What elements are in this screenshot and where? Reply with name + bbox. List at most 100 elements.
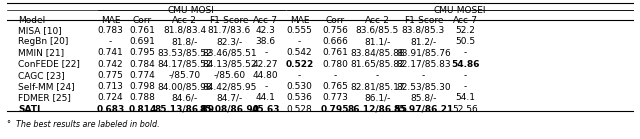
- Text: -: -: [333, 71, 337, 80]
- Text: Model: Model: [18, 16, 45, 25]
- Text: 50.5: 50.5: [456, 37, 476, 46]
- Text: 0.555: 0.555: [287, 26, 312, 35]
- Text: 0.536: 0.536: [287, 93, 312, 102]
- Text: F1-Score: F1-Score: [404, 16, 444, 25]
- Text: 0.724: 0.724: [98, 93, 124, 102]
- Text: 0.713: 0.713: [97, 82, 124, 91]
- Text: SATI: SATI: [18, 105, 40, 114]
- Text: 0.528: 0.528: [287, 105, 312, 114]
- Text: 84.42/85.95: 84.42/85.95: [202, 82, 257, 91]
- Text: 83.91/85.76: 83.91/85.76: [396, 48, 451, 57]
- Text: 0.761: 0.761: [129, 26, 156, 35]
- Text: Corr: Corr: [326, 16, 345, 25]
- Text: 0.761: 0.761: [323, 48, 348, 57]
- Text: 81.65/85.82: 81.65/85.82: [350, 60, 404, 69]
- Text: 86.12/86.55: 86.12/86.55: [348, 105, 408, 114]
- Text: 54.86: 54.86: [451, 60, 480, 69]
- Text: 83.84/85.88: 83.84/85.88: [350, 48, 404, 57]
- Text: 84.13/85.52: 84.13/85.52: [202, 60, 257, 69]
- Text: 84.00/85.98: 84.00/85.98: [157, 82, 212, 91]
- Text: -: -: [264, 48, 268, 57]
- Text: 0.765: 0.765: [323, 82, 348, 91]
- Text: 84.7/-: 84.7/-: [216, 93, 243, 102]
- Text: -/85.70: -/85.70: [168, 71, 201, 80]
- Text: 81.8/-: 81.8/-: [172, 37, 198, 46]
- Text: -: -: [464, 48, 467, 57]
- Text: Acc-7: Acc-7: [453, 16, 478, 25]
- Text: 38.6: 38.6: [255, 37, 276, 46]
- Text: 0.542: 0.542: [287, 48, 312, 57]
- Text: 0.741: 0.741: [98, 48, 124, 57]
- Text: 0.774: 0.774: [129, 71, 156, 80]
- Text: 82.17/85.83: 82.17/85.83: [396, 60, 451, 69]
- Text: -: -: [109, 37, 112, 46]
- Text: 0.784: 0.784: [129, 60, 156, 69]
- Text: 82.81/85.17: 82.81/85.17: [350, 82, 404, 91]
- Text: 83.8/85.3: 83.8/85.3: [402, 26, 445, 35]
- Text: 0.522: 0.522: [285, 60, 314, 69]
- Text: °  The best results are labeled in bold.: ° The best results are labeled in bold.: [7, 120, 160, 129]
- Text: 54.1: 54.1: [456, 93, 476, 102]
- Text: 0.788: 0.788: [129, 93, 156, 102]
- Text: 0.780: 0.780: [323, 60, 348, 69]
- Text: 42.3: 42.3: [256, 26, 276, 35]
- Text: 85.8/-: 85.8/-: [410, 93, 436, 102]
- Text: 83.46/85.51: 83.46/85.51: [202, 48, 257, 57]
- Text: 0.742: 0.742: [98, 60, 124, 69]
- Text: RegBn [20]: RegBn [20]: [18, 37, 68, 46]
- Text: CMU-MOSEI: CMU-MOSEI: [434, 6, 486, 15]
- Text: -: -: [298, 71, 301, 80]
- Text: 0.814: 0.814: [128, 105, 157, 114]
- Text: Self-MM [24]: Self-MM [24]: [18, 82, 75, 91]
- Text: CAGC [23]: CAGC [23]: [18, 71, 65, 80]
- Text: 85.08/86.90: 85.08/86.90: [200, 105, 259, 114]
- Text: 0.798: 0.798: [129, 82, 156, 91]
- Text: 0.691: 0.691: [129, 37, 156, 46]
- Text: 0.530: 0.530: [287, 82, 312, 91]
- Text: 0.773: 0.773: [323, 93, 348, 102]
- Text: 52.2: 52.2: [456, 26, 476, 35]
- Text: 44.80: 44.80: [253, 71, 278, 80]
- Text: 45.63: 45.63: [252, 105, 280, 114]
- Text: 82.53/85.30: 82.53/85.30: [396, 82, 451, 91]
- Text: 85.97/86.21: 85.97/86.21: [394, 105, 454, 114]
- Text: 0.783: 0.783: [97, 26, 124, 35]
- Text: 0.756: 0.756: [323, 26, 348, 35]
- Text: 81.7/83.6: 81.7/83.6: [208, 26, 251, 35]
- Text: 42.27: 42.27: [253, 60, 278, 69]
- Text: -: -: [298, 37, 301, 46]
- Text: ConFEDE [22]: ConFEDE [22]: [18, 60, 80, 69]
- Text: 0.795: 0.795: [129, 48, 156, 57]
- Text: 0.666: 0.666: [323, 37, 348, 46]
- Text: 83.6/85.5: 83.6/85.5: [356, 26, 399, 35]
- Text: 52.56: 52.56: [452, 105, 479, 114]
- Text: CMU-MOSI: CMU-MOSI: [168, 6, 215, 15]
- Text: MISA [10]: MISA [10]: [18, 26, 61, 35]
- Text: -: -: [264, 82, 268, 91]
- Text: MAE: MAE: [290, 16, 309, 25]
- Text: 85.13/86.89: 85.13/86.89: [154, 105, 214, 114]
- Text: 82.3/-: 82.3/-: [216, 37, 243, 46]
- Text: 84.17/85.52: 84.17/85.52: [157, 60, 212, 69]
- Text: 0.795: 0.795: [321, 105, 349, 114]
- Text: Acc-2: Acc-2: [365, 16, 390, 25]
- Text: 44.1: 44.1: [256, 93, 276, 102]
- Text: -: -: [376, 71, 379, 80]
- Text: Corr: Corr: [133, 16, 152, 25]
- Text: -: -: [464, 82, 467, 91]
- Text: 84.6/-: 84.6/-: [172, 93, 198, 102]
- Text: Acc-7: Acc-7: [253, 16, 278, 25]
- Text: Acc-2: Acc-2: [172, 16, 197, 25]
- Text: 83.53/85.52: 83.53/85.52: [157, 48, 212, 57]
- Text: 86.1/-: 86.1/-: [364, 93, 390, 102]
- Text: 81.1/-: 81.1/-: [364, 37, 390, 46]
- Text: MAE: MAE: [100, 16, 120, 25]
- Text: -: -: [422, 71, 425, 80]
- Text: FDMER [25]: FDMER [25]: [18, 93, 71, 102]
- Text: 0.775: 0.775: [97, 71, 124, 80]
- Text: 81.8/83.4: 81.8/83.4: [163, 26, 206, 35]
- Text: -/85.60: -/85.60: [213, 71, 245, 80]
- Text: MMIN [21]: MMIN [21]: [18, 48, 64, 57]
- Text: -: -: [464, 71, 467, 80]
- Text: 0.683: 0.683: [97, 105, 125, 114]
